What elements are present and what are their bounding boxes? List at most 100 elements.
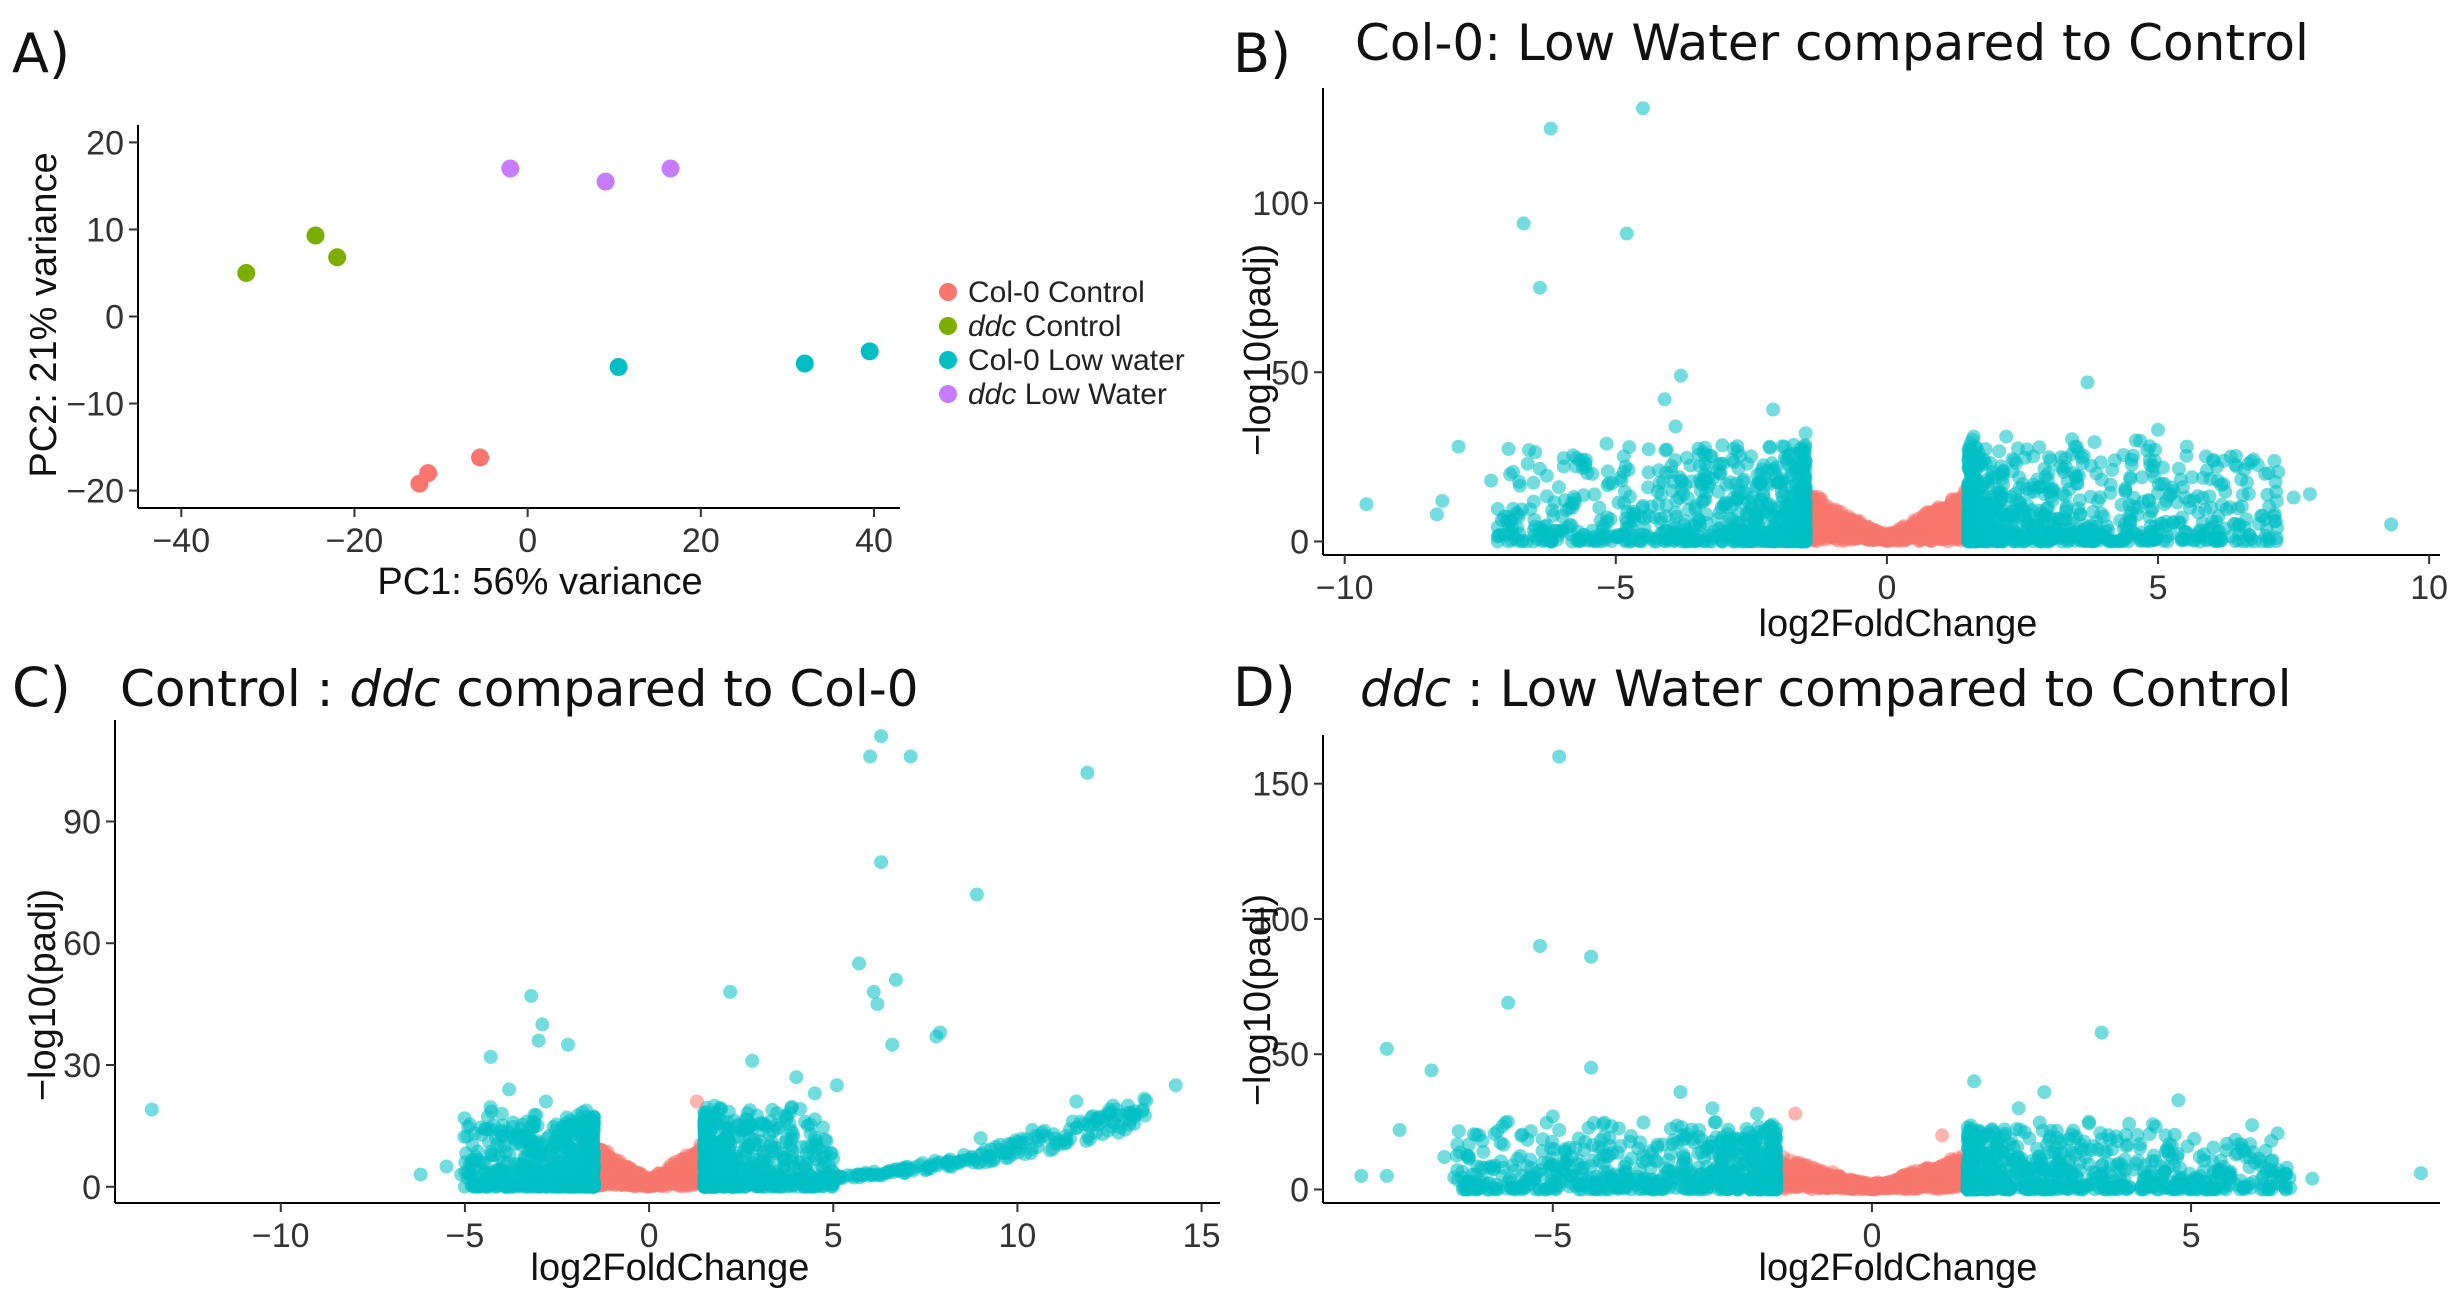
panel-c-point [569,1123,584,1138]
panel-a-point-2 [860,342,879,361]
panel-b-point [1821,528,1836,543]
panel-b-point [1864,526,1879,541]
panel-b-point [2270,520,2285,535]
panel-b-point [1972,517,1987,532]
panel-b-point [2384,517,2399,532]
panel-b-point [2199,463,2214,478]
panel-b-point [1949,526,1964,541]
panel-c-point [816,1146,831,1161]
panel-c-point [718,1160,733,1175]
panel-c-point [1113,1120,1128,1135]
panel-b-point [1616,526,1631,541]
panel-b-point [1658,443,1673,458]
panel-b-point [1621,462,1636,477]
panel-b-point [2199,532,2214,547]
panel-b-point [2134,470,2149,485]
panel-c-point [956,1148,971,1163]
panel-b-point [2133,433,2148,448]
panel-b-point [2178,525,2192,539]
panel-b-point [1698,492,1713,507]
panel-b-point [2286,490,2301,505]
panel-b-point [1849,530,1864,545]
panel-b-point [1731,507,1746,521]
panel-c-point [923,1161,938,1176]
panel-b-point [2190,489,2205,504]
panel-a-point-3 [661,159,680,178]
panel-b-point [2006,534,2021,549]
panel-c-point [574,1169,589,1183]
panel-b-point [2087,435,2102,450]
legend-key-2 [939,351,957,369]
panel-c-y-tick-label: 90 [63,803,101,841]
panel-b-point [1539,468,1554,483]
panel-b-point [2124,457,2139,472]
panel-b-point [2103,477,2118,492]
panel-a-y-tick-label: 20 [86,124,124,162]
panel-b-point [2029,519,2044,534]
panel-b-point [2123,471,2138,486]
panel-a-point-2 [609,357,628,376]
panel-b-point [1532,520,1547,535]
panel-b-point [2160,529,2175,544]
panel-b-point [1797,478,1812,493]
panel-a-point-1 [306,226,325,245]
panel-b-point [2052,511,2067,526]
panel-c-point [819,1171,834,1185]
panel-b-point [1992,444,2007,459]
legend-key-3 [939,385,957,403]
panel-b-point [1776,472,1791,487]
panel-c-point [482,1177,497,1192]
panel-b-point [1587,487,1602,502]
panel-b-point [1648,531,1663,546]
panel-b-point [1526,494,1541,509]
panel-b-point [2202,489,2217,504]
panel-b-point [2184,470,2199,485]
panel-b-point [1545,503,1560,518]
panel-b-point [2017,450,2032,465]
panel-b-point [1641,442,1656,457]
panel-c-point [674,1177,689,1192]
legend-label-italic: ddc [968,378,1016,411]
panel-b-point [2071,468,2086,483]
panel-b-point [1995,464,2010,479]
panel-b-point [2034,534,2049,549]
panel-b-point [1580,466,1595,480]
panel-c-point [721,1122,736,1137]
panel-c-x-tick-label: −10 [252,1217,310,1255]
panel-b-point [1515,533,1530,548]
panel-c-point [983,1154,998,1168]
panel-c-point [484,1144,499,1159]
panel-c-title: Control : ddc compared to Col-0 [120,660,919,718]
panel-a-point-3 [501,159,520,178]
panel-b-point [1543,121,1558,136]
panel-a-x-tick-label: −20 [326,522,384,560]
panel-a-y-tick-label: 0 [105,299,124,337]
panel-b-point [1359,497,1374,512]
panel-c-point [462,1117,477,1132]
panel-c-point [1010,1135,1025,1150]
panel-b-point [1490,534,1505,549]
panel-b-point [1978,442,1993,457]
panel-b-point [1693,518,1708,533]
panel-b-point [2060,474,2075,489]
panel-b-point [2044,524,2058,539]
panel-b-point [2151,422,2165,437]
panel-b-point [1512,478,1527,493]
panel-b-point [1668,505,1683,520]
panel-b-point [1501,441,1516,456]
panel-b-point [2094,506,2109,521]
panel-b-y-tick-label: 50 [1271,354,1309,392]
panel-b-point [2054,534,2069,549]
panel-b-point [1779,504,1794,519]
panel-c-point [481,1122,496,1137]
panel-b-point [1451,439,1466,454]
panel-c-point [906,1163,921,1178]
panel-a-y-tick-label: −10 [66,386,124,424]
panel-b-x-tick-label: 5 [2149,569,2168,607]
panel-b-point [1668,453,1683,468]
panel-b-point [1775,523,1790,538]
panel-c-point [518,1174,532,1189]
